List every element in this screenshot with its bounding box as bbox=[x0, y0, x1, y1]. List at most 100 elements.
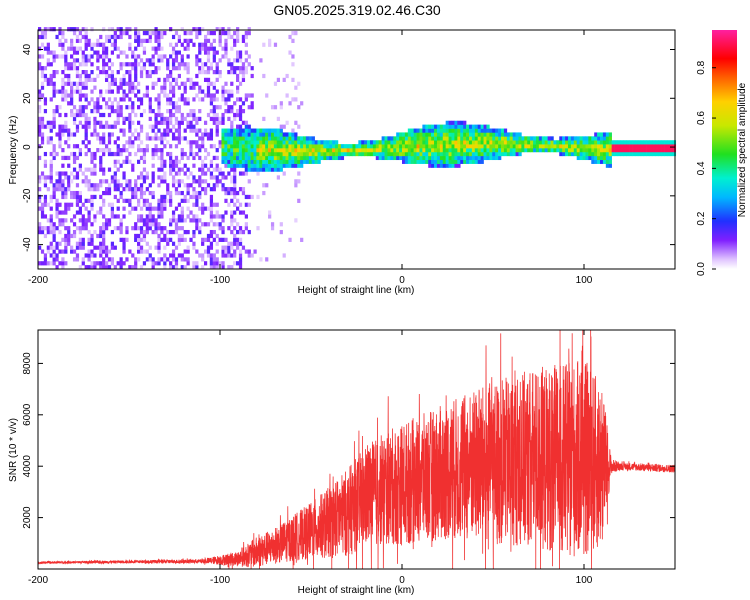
heatmap-cell bbox=[661, 151, 665, 157]
heatmap-cell bbox=[46, 81, 50, 86]
heatmap-cell bbox=[67, 27, 71, 32]
heatmap-cell bbox=[407, 140, 412, 145]
heatmap-cell bbox=[413, 151, 417, 157]
heatmap-cell bbox=[110, 206, 115, 211]
heatmap-cell bbox=[215, 116, 219, 122]
heatmap-cell bbox=[585, 151, 589, 157]
heatmap-cell bbox=[174, 101, 179, 106]
heatmap-cell bbox=[241, 187, 246, 192]
heatmap-cell bbox=[78, 163, 82, 168]
heatmap-cell bbox=[422, 140, 426, 145]
heatmap-cell bbox=[151, 171, 155, 176]
heatmap-cell bbox=[201, 27, 205, 32]
heatmap-cell bbox=[134, 58, 138, 63]
heatmap-cell bbox=[151, 214, 155, 219]
heatmap-cell bbox=[75, 241, 80, 246]
heatmap-cell bbox=[372, 151, 377, 157]
heatmap-cell bbox=[52, 81, 56, 86]
heatmap-cell bbox=[343, 148, 347, 153]
heatmap-cell bbox=[183, 46, 187, 51]
heatmap-cell bbox=[224, 89, 228, 94]
heatmap-cell bbox=[148, 183, 152, 188]
heatmap-cell bbox=[52, 249, 56, 254]
heatmap-cell bbox=[78, 77, 82, 82]
heatmap-cell bbox=[393, 144, 397, 149]
heatmap-cell bbox=[113, 42, 117, 47]
heatmap-cell bbox=[439, 151, 444, 157]
heatmap-cell bbox=[218, 42, 222, 47]
heatmap-cell bbox=[227, 128, 231, 133]
heatmap-cell bbox=[72, 229, 77, 235]
heatmap-cell bbox=[64, 140, 68, 145]
heatmap-cell bbox=[119, 62, 123, 67]
heatmap-cell bbox=[90, 167, 94, 172]
heatmap-cell bbox=[116, 159, 120, 164]
heatmap-cell bbox=[288, 151, 292, 157]
heatmap-cell bbox=[46, 27, 50, 32]
heatmap-cell bbox=[61, 85, 65, 90]
heatmap-cell bbox=[189, 112, 193, 118]
heatmap-cell bbox=[171, 50, 176, 55]
heatmap-cell bbox=[81, 237, 85, 242]
heatmap-cell bbox=[174, 222, 179, 227]
heatmap-cell bbox=[104, 101, 109, 106]
heatmap-cell bbox=[416, 128, 420, 133]
heatmap-cell bbox=[198, 89, 202, 94]
heatmap-cell bbox=[116, 70, 120, 75]
heatmap-cell bbox=[137, 214, 141, 219]
heatmap-cell bbox=[186, 120, 190, 125]
heatmap-cell bbox=[203, 171, 208, 176]
heatmap-cell bbox=[474, 140, 479, 145]
heatmap-cell bbox=[468, 128, 473, 133]
heatmap-cell bbox=[139, 214, 144, 219]
heatmap-cell bbox=[78, 89, 82, 94]
heatmap-cell bbox=[602, 132, 607, 137]
heatmap-cell bbox=[439, 155, 444, 161]
heatmap-cell bbox=[413, 148, 417, 153]
heatmap-cell bbox=[413, 136, 417, 141]
heatmap-cell bbox=[177, 140, 181, 145]
heatmap-cell bbox=[372, 148, 377, 153]
heatmap-cell bbox=[180, 167, 184, 172]
heatmap-cell bbox=[40, 42, 45, 47]
heatmap-cell bbox=[90, 54, 94, 59]
heatmap-cell bbox=[157, 257, 161, 262]
heatmap-cell bbox=[151, 124, 155, 129]
heatmap-cell bbox=[160, 155, 164, 161]
heatmap-cell bbox=[600, 159, 604, 164]
heatmap-cell bbox=[93, 245, 97, 250]
heatmap-cell bbox=[58, 261, 62, 266]
heatmap-cell bbox=[183, 257, 187, 262]
heatmap-cell bbox=[221, 116, 225, 122]
heatmap-cell bbox=[157, 167, 161, 172]
heatmap-cell bbox=[474, 148, 479, 153]
heatmap-cell bbox=[236, 163, 240, 168]
heatmap-cell bbox=[70, 81, 74, 86]
heatmap-cell bbox=[247, 249, 251, 254]
heatmap-cell bbox=[49, 261, 53, 266]
heatmap-cell bbox=[428, 144, 432, 149]
heatmap-cell bbox=[131, 66, 135, 71]
heatmap-cell bbox=[238, 241, 243, 246]
heatmap-cell bbox=[582, 144, 586, 149]
heatmap-cell bbox=[518, 136, 522, 141]
heatmap-cell bbox=[238, 97, 243, 102]
heatmap-cell bbox=[102, 62, 106, 67]
heatmap-cell bbox=[224, 237, 228, 242]
heatmap-cell bbox=[64, 261, 68, 266]
heatmap-cell bbox=[70, 171, 74, 176]
heatmap-cell bbox=[113, 140, 117, 145]
heatmap-cell bbox=[238, 105, 243, 110]
heatmap-cell bbox=[431, 124, 435, 129]
heatmap-cell bbox=[230, 179, 234, 184]
heatmap-cell bbox=[169, 265, 173, 270]
heatmap-cell bbox=[236, 112, 240, 118]
snr-x-ticks: -200 -100 0 100 bbox=[28, 330, 593, 586]
heatmap-cell bbox=[81, 179, 85, 184]
heatmap-cell bbox=[61, 163, 65, 168]
heatmap-cell bbox=[480, 124, 484, 129]
heatmap-cell bbox=[302, 148, 307, 153]
heatmap-cell bbox=[99, 124, 103, 129]
heatmap-cell bbox=[64, 187, 68, 192]
heatmap-cell bbox=[428, 136, 432, 141]
